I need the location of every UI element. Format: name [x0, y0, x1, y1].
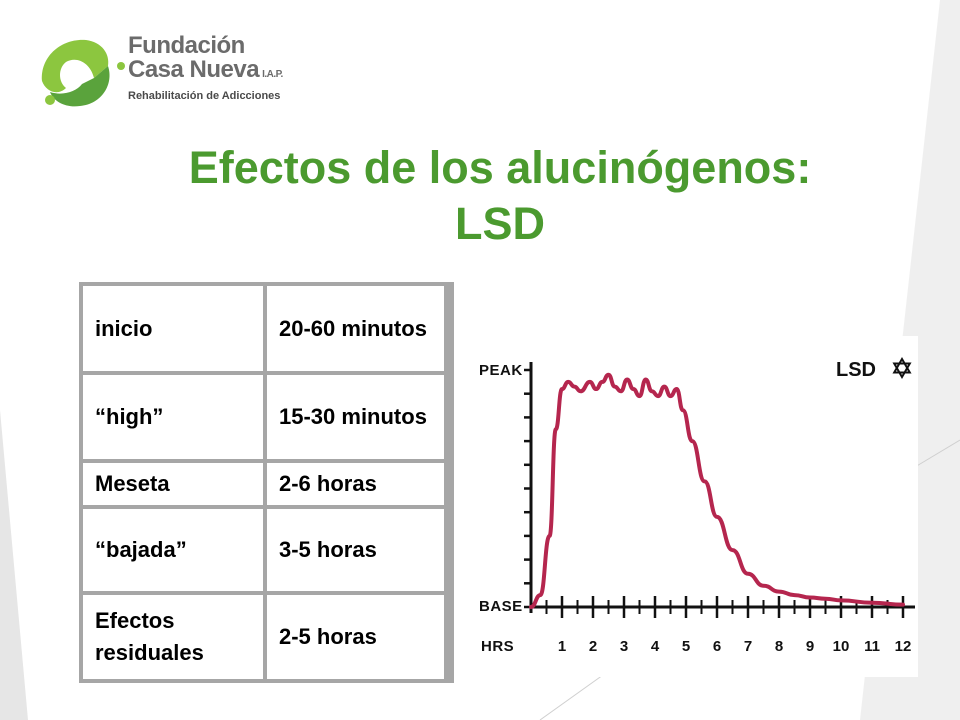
- duration-cell: 15-30 minutos: [267, 375, 444, 459]
- x-tick-label: 8: [775, 638, 783, 655]
- table-row: Efectos residuales 2-5 horas: [83, 595, 444, 679]
- logo-mark-icon: [41, 39, 125, 107]
- lsd-effect-chart: 1 2 3 4 5 6 7 8 9 10 11 12 PEAK BASE HRS LSD: [466, 336, 918, 677]
- duration-cell: 3-5 horas: [267, 509, 444, 591]
- x-tick-label: 7: [744, 638, 752, 655]
- logo-tagline: Rehabilitación de Adicciones: [128, 90, 281, 102]
- star-of-david-icon: [892, 357, 912, 374]
- phase-cell: “bajada”: [83, 509, 263, 591]
- phase-cell: inicio: [83, 286, 263, 371]
- x-axis-label: HRS: [481, 638, 514, 655]
- table-row: inicio 20-60 minutos: [83, 286, 444, 371]
- table-row: “bajada” 3-5 horas: [83, 509, 444, 591]
- phase-cell: “high”: [83, 375, 263, 459]
- phase-cell: Meseta: [83, 463, 263, 505]
- chart-title: LSD: [836, 359, 876, 381]
- slide-title: Efectos de los alucinógenos: LSD: [60, 140, 940, 252]
- y-label-base: BASE: [479, 598, 523, 615]
- logo-name-line1: Fundación: [128, 32, 245, 59]
- table-row: “high” 15-30 minutos: [83, 375, 444, 459]
- x-tick-label: 3: [620, 638, 628, 655]
- x-tick-label: 5: [682, 638, 690, 655]
- x-tick-label: 9: [806, 638, 814, 655]
- x-tick-label: 6: [713, 638, 721, 655]
- duration-cell: 2-5 horas: [267, 595, 444, 679]
- series-line: [529, 372, 905, 609]
- y-label-peak: PEAK: [479, 362, 523, 379]
- effects-table: inicio 20-60 minutos “high” 15-30 minuto…: [79, 282, 454, 683]
- logo-name-line2: Casa Nueva: [128, 56, 260, 83]
- duration-cell: 20-60 minutos: [267, 286, 444, 371]
- x-tick-label: 10: [833, 638, 850, 655]
- table-row: Meseta 2-6 horas: [83, 463, 444, 505]
- foundation-logo: Fundación Casa Nueva I.A.P. Rehabilitació…: [28, 26, 328, 112]
- duration-cell: 2-6 horas: [267, 463, 444, 505]
- x-tick-label: 11: [864, 638, 880, 655]
- x-tick-label: 4: [651, 638, 660, 655]
- slide-title-line1: Efectos de los alucinógenos:: [188, 142, 812, 193]
- x-tick-label: 2: [589, 638, 597, 655]
- phase-cell: Efectos residuales: [83, 595, 263, 679]
- slide-title-line2: LSD: [455, 198, 545, 249]
- star-of-david-icon: [892, 362, 912, 379]
- x-tick-label: 12: [895, 638, 912, 655]
- x-tick-label: 1: [558, 638, 566, 655]
- logo-iap: I.A.P.: [262, 69, 283, 80]
